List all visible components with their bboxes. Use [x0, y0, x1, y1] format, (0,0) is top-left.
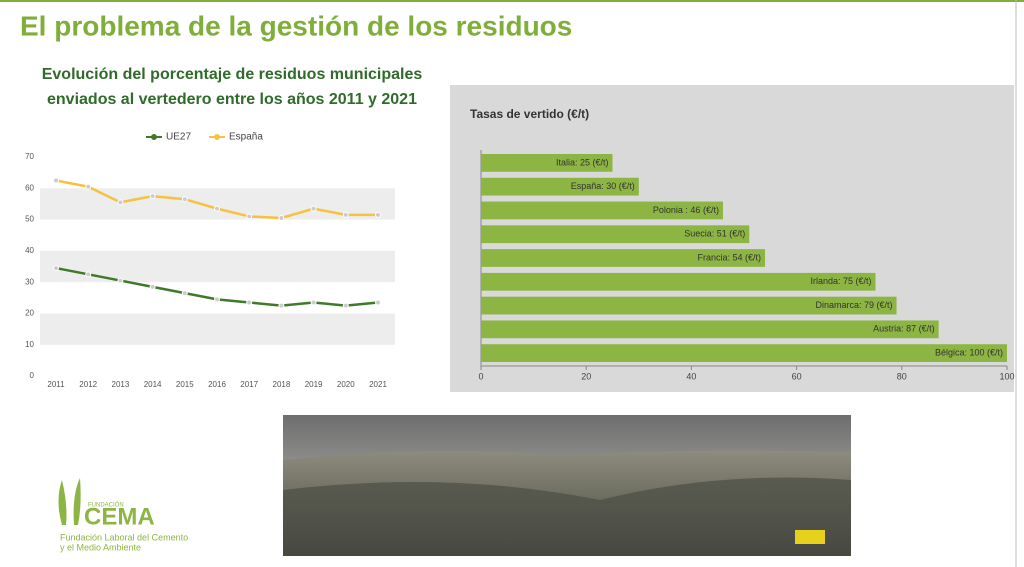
x-tick-label: 2021 [369, 380, 387, 389]
value-label: Irlanda: 75 (€/t) [810, 276, 871, 286]
x-tick-label: 0 [478, 371, 483, 381]
point [117, 199, 124, 206]
point [181, 290, 188, 297]
y-tick-label: 40 [25, 246, 34, 255]
point [117, 277, 124, 284]
chart-title: Tasas de vertido (€/t) [470, 107, 589, 121]
point [53, 177, 59, 184]
logo-small: FUNDACIÓN [88, 502, 124, 509]
y-tick-label: 30 [25, 277, 34, 286]
point [278, 215, 285, 222]
point [342, 302, 349, 309]
photo [283, 415, 851, 556]
bar [481, 154, 613, 172]
x-tick-label: 40 [686, 371, 696, 381]
bar [481, 272, 876, 291]
legend-swatch [151, 134, 157, 140]
bar [481, 201, 723, 220]
x-tick-label: 2011 [47, 380, 65, 389]
x-tick-label: 2020 [337, 380, 355, 389]
point [246, 299, 253, 306]
band [40, 188, 395, 220]
x-tick-label: 2012 [79, 380, 97, 389]
point [149, 283, 156, 290]
x-tick-label: 2018 [273, 380, 291, 389]
bar [481, 177, 639, 196]
value-label: España: 30 (€/t) [571, 181, 635, 191]
x-tick-label: 2019 [305, 380, 323, 389]
logo-line: y el Medio Ambiente [60, 542, 141, 552]
bar [481, 296, 897, 315]
x-tick-label: 60 [792, 371, 802, 381]
y-tick-label: 70 [25, 152, 34, 161]
point [214, 205, 220, 212]
x-tick-label: 2017 [240, 380, 258, 389]
value-label: Italia: 25 (€/t) [556, 157, 609, 167]
x-tick-label: 2016 [208, 380, 226, 389]
x-tick-label: 2014 [144, 380, 162, 389]
value-label: Dinamarca: 79 (€/t) [816, 300, 893, 310]
logo: FUNDACIÓN CEMA Fundación Laboral del Cem… [58, 478, 188, 552]
y-tick-label: 60 [25, 183, 34, 192]
y-tick-label: 10 [25, 340, 34, 349]
x-tick-label: 80 [897, 371, 907, 381]
point [278, 302, 285, 309]
value-label: Austria: 87 (€/t) [873, 324, 935, 334]
point [53, 265, 59, 272]
x-tick-label: 100 [999, 371, 1014, 381]
bar [481, 225, 750, 244]
y-tick-label: 50 [25, 215, 34, 224]
point [85, 183, 92, 190]
point [375, 211, 381, 218]
band [40, 250, 395, 283]
photo-detail [795, 530, 825, 544]
point [149, 193, 156, 200]
point [375, 299, 381, 306]
logo-name: CEMA [84, 503, 155, 530]
bar [481, 344, 1007, 362]
point [310, 299, 317, 306]
point [310, 205, 317, 212]
slide-title: El problema de la gestión de los residuo… [20, 10, 572, 41]
logo-line: Fundación Laboral del Cemento [60, 532, 188, 542]
point [85, 271, 92, 278]
bar [481, 320, 939, 339]
y-tick-label: 20 [25, 309, 34, 318]
point [246, 213, 253, 220]
band [40, 313, 395, 345]
legend-swatch [214, 134, 221, 140]
value-label: Bélgica: 100 (€/t) [935, 347, 1003, 357]
x-tick-label: 2013 [112, 380, 130, 389]
legend-label: España [229, 132, 263, 143]
value-label: Suecia: 51 (€/t) [684, 229, 745, 239]
legend-label: UE27 [166, 132, 191, 143]
bar [481, 249, 766, 267]
value-label: Francia: 54 (€/t) [698, 252, 762, 262]
point [181, 196, 188, 203]
value-label: Polonia : 46 (€/t) [653, 205, 719, 215]
y-tick-label: 0 [30, 371, 35, 380]
subtitle: enviados al vertedero entre los años 201… [47, 91, 417, 108]
subtitle: Evolución del porcentaje de residuos mun… [42, 66, 423, 83]
photo-foreground [283, 477, 851, 556]
logo-mark [58, 478, 81, 525]
x-tick-label: 2015 [176, 380, 194, 389]
x-tick-label: 20 [581, 371, 591, 381]
point [342, 211, 349, 218]
point [214, 296, 220, 303]
